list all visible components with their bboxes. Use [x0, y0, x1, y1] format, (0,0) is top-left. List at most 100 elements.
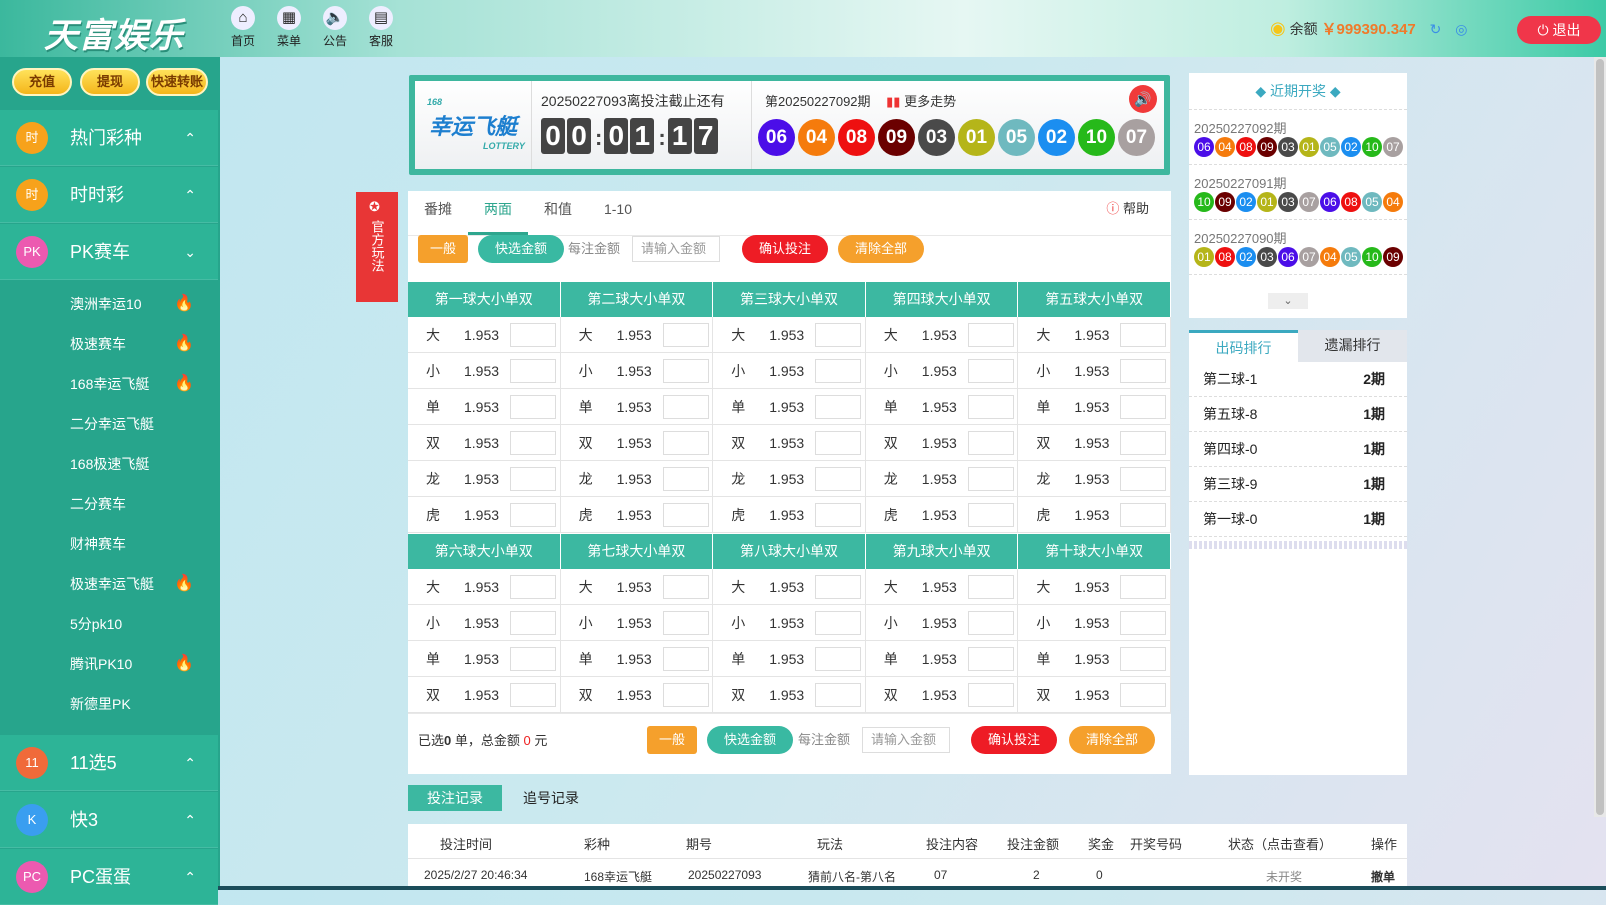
bet-option[interactable]: 小 1.953 [560, 605, 714, 641]
nav-chat[interactable]: ▤ 客服 [358, 6, 404, 49]
bet-option[interactable]: 虎 1.953 [713, 497, 866, 533]
bet-option[interactable]: 小 1.953 [713, 353, 866, 389]
bet-option[interactable]: 双 1.953 [1018, 425, 1171, 461]
quick-transfer-button[interactable]: 快速转账 [146, 68, 208, 96]
bet-option[interactable]: 双 1.953 [713, 677, 866, 713]
bet-option[interactable]: 双 1.953 [865, 425, 1019, 461]
bet-amount-input[interactable] [1120, 611, 1167, 635]
help-link[interactable]: ⓘ 帮助 [1106, 195, 1149, 223]
withdraw-button[interactable]: 提现 [80, 68, 140, 96]
bet-amount-input[interactable] [662, 611, 709, 635]
bet-amount-input[interactable] [1120, 575, 1167, 599]
bet-amount-input[interactable] [967, 323, 1014, 347]
bet-amount-input[interactable] [510, 647, 556, 671]
bet-amount-input[interactable] [662, 683, 709, 707]
quick-amount-button[interactable]: 快选金额 [478, 235, 564, 263]
bet-amount-input[interactable] [1120, 503, 1167, 527]
bet-option[interactable]: 小 1.953 [1018, 353, 1171, 389]
bet-amount-input[interactable] [967, 683, 1014, 707]
bet-option[interactable]: 小 1.953 [560, 353, 714, 389]
bet-amount-input[interactable] [662, 323, 709, 347]
bet-option[interactable]: 单 1.953 [408, 641, 561, 677]
records-tab-1[interactable]: 追号记录 [523, 790, 579, 806]
bet-option[interactable]: 大 1.953 [408, 317, 561, 353]
sound-toggle-icon[interactable]: 🔊 [1129, 85, 1157, 113]
bet-amount-input[interactable] [662, 647, 709, 671]
bet-amount-input[interactable] [967, 575, 1014, 599]
bet-amount-input[interactable] [815, 647, 862, 671]
sidebar-item[interactable]: 腾讯PK10 🔥 [0, 644, 218, 684]
normal-mode-button-bottom[interactable]: 一般 [647, 726, 697, 754]
recharge-button[interactable]: 充值 [12, 68, 72, 96]
records-tab-0[interactable]: 投注记录 [408, 785, 502, 811]
bet-option[interactable]: 大 1.953 [560, 569, 714, 605]
confirm-bet-button-bottom[interactable]: 确认投注 [971, 726, 1057, 754]
bet-amount-input[interactable] [967, 359, 1014, 383]
bet-amount-input[interactable] [967, 503, 1014, 527]
bet-option[interactable]: 大 1.953 [713, 317, 866, 353]
nav-grid-menu[interactable]: ▦ 菜单 [266, 6, 312, 49]
bet-amount-input[interactable] [815, 431, 862, 455]
bet-amount-input[interactable] [510, 683, 556, 707]
hide-eye-icon[interactable]: ◎ [1455, 21, 1468, 37]
bet-amount-input[interactable] [967, 647, 1014, 671]
refresh-icon[interactable]: ↻ [1429, 21, 1442, 37]
bet-option[interactable]: 大 1.953 [1018, 317, 1171, 353]
bet-amount-input[interactable] [815, 683, 862, 707]
bet-option[interactable]: 小 1.953 [865, 605, 1019, 641]
nav-home[interactable]: ⌂ 首页 [220, 6, 266, 49]
bet-option[interactable]: 大 1.953 [1018, 569, 1171, 605]
bet-amount-input[interactable] [967, 395, 1014, 419]
bet-amount-input[interactable] [1120, 647, 1167, 671]
expand-chevron-icon[interactable]: ⌄ [1268, 293, 1308, 309]
bet-amount-input[interactable] [815, 359, 862, 383]
bet-amount-input[interactable] [967, 611, 1014, 635]
bet-option[interactable]: 龙 1.953 [1018, 461, 1171, 497]
bet-option[interactable]: 龙 1.953 [560, 461, 714, 497]
bet-option[interactable]: 大 1.953 [865, 569, 1019, 605]
sidebar-category[interactable]: 11 11选5 ⌃ [0, 735, 218, 791]
bet-amount-input[interactable] [662, 431, 709, 455]
bet-amount-input[interactable] [815, 323, 862, 347]
bet-option[interactable]: 双 1.953 [408, 677, 561, 713]
sidebar-item[interactable]: 新德里PK [0, 684, 218, 724]
bet-amount-input[interactable] [510, 575, 556, 599]
cancel-bet-link[interactable]: 撤单 [1371, 870, 1396, 884]
bet-amount-input[interactable] [815, 467, 862, 491]
bet-option[interactable]: 单 1.953 [865, 389, 1019, 425]
bet-amount-input[interactable] [662, 503, 709, 527]
bet-option[interactable]: 小 1.953 [408, 605, 561, 641]
table-cell[interactable]: 未开奖 [1266, 870, 1303, 884]
bet-option[interactable]: 虎 1.953 [560, 497, 714, 533]
bet-amount-input[interactable] [662, 359, 709, 383]
bet-amount-input[interactable] [967, 467, 1014, 491]
scrollbar[interactable] [1594, 57, 1606, 817]
bet-amount-input[interactable] [510, 431, 556, 455]
sidebar-category[interactable]: PK PK赛车 ⌄ [0, 224, 218, 280]
bet-amount-input[interactable] [662, 575, 709, 599]
bet-amount-input[interactable] [1120, 323, 1167, 347]
sidebar-item[interactable]: 168幸运飞艇 🔥 [0, 364, 218, 404]
sidebar-category[interactable]: 时 热门彩种 ⌃ [0, 110, 218, 166]
sidebar-item[interactable]: 168极速飞艇 [0, 444, 218, 484]
rank-tab-1[interactable]: 遗漏排行 [1298, 330, 1407, 362]
bet-amount-input[interactable] [1120, 683, 1167, 707]
bet-option[interactable]: 小 1.953 [713, 605, 866, 641]
bet-option[interactable]: 龙 1.953 [713, 461, 866, 497]
logout-button[interactable]: ⏻ 退出 [1517, 16, 1601, 44]
sidebar-item[interactable]: 财神赛车 [0, 524, 218, 564]
bet-amount-input[interactable] [815, 503, 862, 527]
bet-amount-input[interactable] [1120, 467, 1167, 491]
bet-amount-input[interactable] [662, 467, 709, 491]
official-play-tag[interactable]: ✪ 官方玩法 [356, 192, 398, 302]
bet-amount-input[interactable] [510, 503, 556, 527]
sidebar-item[interactable]: 极速赛车 🔥 [0, 324, 218, 364]
nav-speaker[interactable]: 🔈 公告 [312, 6, 358, 49]
scrollbar-thumb[interactable] [1596, 59, 1604, 815]
sidebar-item[interactable]: 极速幸运飞艇 🔥 [0, 564, 218, 604]
sidebar-category[interactable]: PC PC蛋蛋 ⌃ [0, 849, 218, 905]
bet-option[interactable]: 大 1.953 [408, 569, 561, 605]
bet-option[interactable]: 单 1.953 [1018, 641, 1171, 677]
rank-tab-0[interactable]: 出码排行 [1189, 330, 1298, 362]
bet-amount-input[interactable] [967, 431, 1014, 455]
